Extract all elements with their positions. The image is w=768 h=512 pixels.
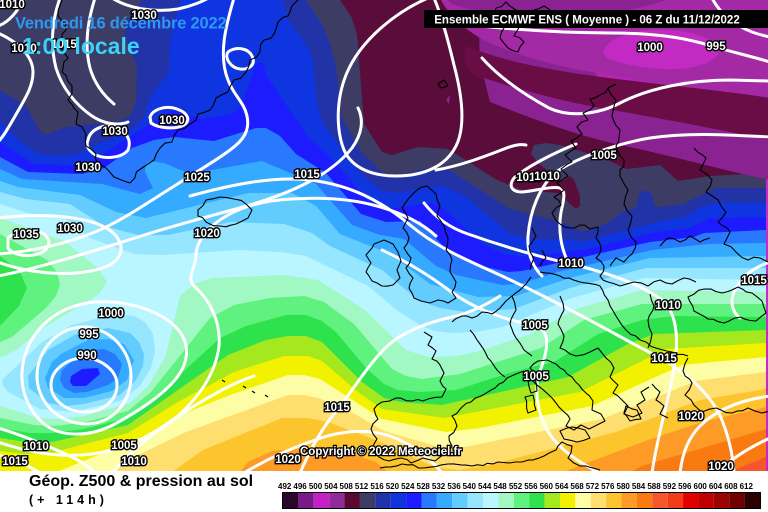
svg-text:1020: 1020 xyxy=(275,454,301,466)
svg-text:1030: 1030 xyxy=(102,126,128,138)
svg-text:528: 528 xyxy=(417,482,431,491)
svg-text:1010: 1010 xyxy=(11,43,37,55)
svg-text:1025: 1025 xyxy=(184,172,210,184)
svg-text:1030: 1030 xyxy=(131,10,157,22)
svg-text:600: 600 xyxy=(694,482,708,491)
svg-text:556: 556 xyxy=(524,482,538,491)
svg-text:1000: 1000 xyxy=(98,308,124,320)
svg-text:1010: 1010 xyxy=(655,300,681,312)
svg-text:608: 608 xyxy=(724,482,738,491)
svg-text:1020: 1020 xyxy=(708,461,734,473)
svg-text:1005: 1005 xyxy=(522,320,548,332)
svg-text:544: 544 xyxy=(478,482,492,491)
svg-text:1015: 1015 xyxy=(2,456,28,468)
svg-text:588: 588 xyxy=(647,482,661,491)
svg-text:584: 584 xyxy=(632,482,646,491)
svg-text:995: 995 xyxy=(706,41,726,53)
svg-text:1005: 1005 xyxy=(111,440,137,452)
svg-text:580: 580 xyxy=(617,482,631,491)
svg-text:540: 540 xyxy=(463,482,477,491)
svg-text:1000: 1000 xyxy=(637,42,663,54)
svg-text:548: 548 xyxy=(493,482,507,491)
svg-text:516: 516 xyxy=(370,482,384,491)
svg-text:576: 576 xyxy=(601,482,615,491)
svg-text:Copyright © 2022 Meteociel.fr: Copyright © 2022 Meteociel.fr xyxy=(300,446,462,458)
svg-text:(+ 114h): (+ 114h) xyxy=(29,493,108,507)
svg-text:532: 532 xyxy=(432,482,446,491)
svg-text:592: 592 xyxy=(663,482,677,491)
svg-text:1005: 1005 xyxy=(523,371,549,383)
svg-text:1030: 1030 xyxy=(57,223,83,235)
svg-text:604: 604 xyxy=(709,482,723,491)
svg-text:520: 520 xyxy=(386,482,400,491)
svg-text:Géop. Z500 & pression au sol: Géop. Z500 & pression au sol xyxy=(29,473,253,490)
svg-text:500: 500 xyxy=(309,482,323,491)
svg-text:512: 512 xyxy=(355,482,369,491)
svg-text:536: 536 xyxy=(447,482,461,491)
svg-text:572: 572 xyxy=(586,482,600,491)
svg-text:564: 564 xyxy=(555,482,569,491)
svg-text:1015: 1015 xyxy=(324,402,350,414)
svg-text:1015: 1015 xyxy=(651,353,677,365)
svg-text:1015: 1015 xyxy=(51,39,77,51)
svg-text:1020: 1020 xyxy=(194,228,220,240)
svg-text:1010: 1010 xyxy=(516,172,542,184)
svg-text:Vendredi 16 décembre 2022: Vendredi 16 décembre 2022 xyxy=(15,15,226,33)
svg-text:990: 990 xyxy=(77,350,96,362)
svg-text:1010: 1010 xyxy=(121,456,147,468)
svg-text:Ensemble ECMWF ENS ( Moyenne: Ensemble ECMWF ENS ( Moyenne ) - 06 Z du… xyxy=(434,15,739,27)
svg-text:496: 496 xyxy=(293,482,307,491)
svg-text:1010: 1010 xyxy=(23,441,49,453)
svg-text:612: 612 xyxy=(740,482,754,491)
svg-text:1010: 1010 xyxy=(558,258,584,270)
svg-text:1030: 1030 xyxy=(159,115,185,127)
svg-text:1035: 1035 xyxy=(13,229,39,241)
svg-text:1030: 1030 xyxy=(75,162,101,174)
svg-text:1005: 1005 xyxy=(591,150,617,162)
svg-text:504: 504 xyxy=(324,482,338,491)
svg-text:1015: 1015 xyxy=(741,275,767,287)
svg-text:560: 560 xyxy=(540,482,554,491)
svg-text:596: 596 xyxy=(678,482,692,491)
svg-text:1010: 1010 xyxy=(0,0,25,11)
svg-text:995: 995 xyxy=(79,329,99,341)
svg-text:1015: 1015 xyxy=(294,169,320,181)
svg-text:1010: 1010 xyxy=(534,171,560,183)
svg-text:1020: 1020 xyxy=(678,411,704,423)
svg-text:492: 492 xyxy=(278,482,292,491)
svg-text:508: 508 xyxy=(340,482,354,491)
svg-text:568: 568 xyxy=(570,482,584,491)
svg-text:552: 552 xyxy=(509,482,523,491)
svg-text:524: 524 xyxy=(401,482,415,491)
svg-text:1:00 locale: 1:00 locale xyxy=(22,33,140,59)
